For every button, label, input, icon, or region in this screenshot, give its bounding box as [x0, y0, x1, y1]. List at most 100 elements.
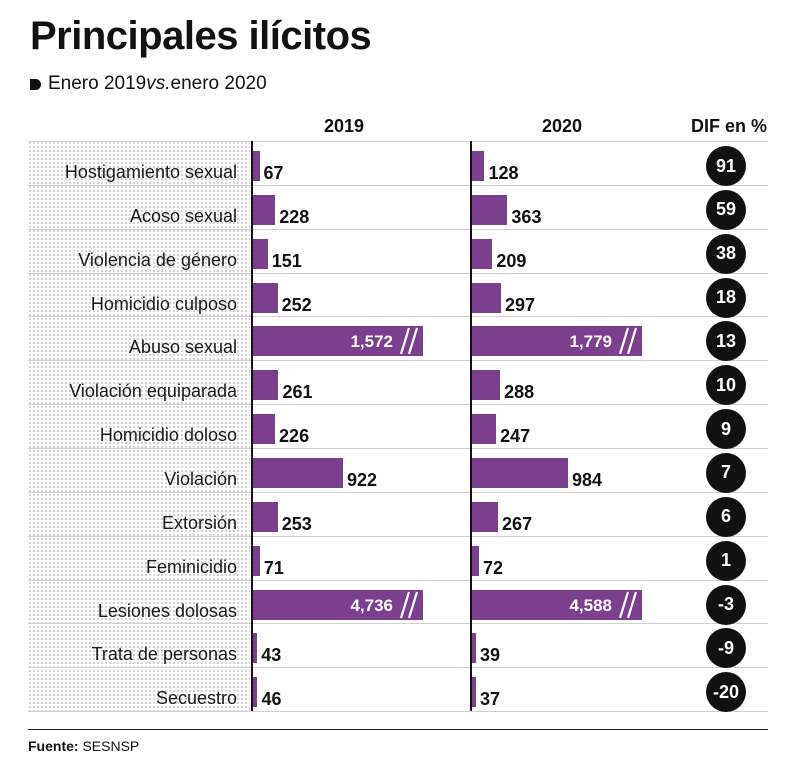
- column-header-2019: 2019: [324, 116, 365, 136]
- data-label-2020: 72: [483, 557, 504, 578]
- category-label: Feminicidio: [145, 556, 237, 577]
- dif-badge: 10: [706, 365, 746, 406]
- data-label-2019: 71: [263, 557, 284, 578]
- dif-badge: -9: [706, 628, 746, 669]
- bar-2020: [472, 589, 642, 620]
- bar-2019: [253, 589, 423, 620]
- row-divider: [28, 579, 768, 581]
- category-label: Violación equiparada: [69, 381, 237, 402]
- data-label-2019: 67: [263, 163, 284, 183]
- category-label: Extorsión: [161, 512, 237, 533]
- bullet-icon: [30, 78, 41, 90]
- row-divider: [28, 360, 768, 362]
- axis-break-icon: [618, 591, 638, 618]
- data-label-2019: 151: [271, 250, 302, 271]
- category-label: Secuestro: [155, 688, 237, 709]
- bar-2020: [472, 545, 480, 576]
- data-label-2020: 1,779: [569, 332, 612, 352]
- data-label-2019: 1,572: [350, 332, 393, 352]
- dif-badge: 38: [706, 233, 746, 274]
- category-label: Violación: [164, 468, 237, 489]
- category-label: Trata de personas: [91, 644, 237, 665]
- category-label: Homicidio doloso: [99, 425, 237, 446]
- axis-break-icon: [399, 591, 419, 618]
- dif-badge: 59: [706, 189, 746, 230]
- row-divider: [28, 272, 768, 274]
- data-label-2019: 226: [279, 426, 310, 447]
- bar-2019: [253, 151, 260, 181]
- category-label: Violencia de género: [78, 249, 237, 270]
- data-label-2020: 297: [504, 294, 536, 315]
- row-divider: [28, 491, 768, 493]
- data-label-2020: 288: [504, 382, 535, 403]
- bar-2019: [253, 194, 276, 225]
- bar-2019: [253, 677, 258, 708]
- row-divider: [28, 228, 768, 230]
- axis-break-icon: [618, 328, 638, 355]
- bar-2020: [472, 501, 499, 532]
- data-label-2020: 267: [502, 513, 533, 534]
- source-label: Fuente:: [28, 738, 79, 754]
- row-divider: [28, 141, 768, 142]
- bar-2019: [253, 282, 278, 313]
- bar-2020: [472, 326, 642, 357]
- dif-badge: 18: [706, 277, 746, 318]
- bar-2020: [472, 414, 497, 445]
- bar-2020: [472, 282, 501, 313]
- bar-2019: [253, 501, 278, 532]
- bar-2020: [472, 677, 476, 708]
- data-label-2020: 37: [480, 689, 501, 710]
- data-label-2019: 43: [261, 645, 282, 666]
- chart-title: Principales ilícitos: [30, 14, 372, 58]
- dif-badge: 91: [706, 146, 746, 186]
- data-label-2020: 39: [480, 645, 501, 666]
- dif-badge: 9: [706, 409, 746, 450]
- axis-break-icon: [399, 328, 419, 355]
- dif-badge: 13: [706, 321, 746, 362]
- category-label: Acoso sexual: [129, 205, 237, 226]
- bar-2019: [253, 370, 279, 401]
- dif-badge: 1: [706, 540, 746, 581]
- data-label-2020: 363: [511, 206, 542, 227]
- dif-badge: -3: [706, 584, 746, 625]
- chart-subtitle: Enero 2019 vs. enero 2020: [30, 72, 267, 96]
- category-label: Hostigamiento sexual: [64, 162, 237, 182]
- data-label-2020: 4,588: [569, 595, 612, 615]
- row-divider: [28, 667, 768, 669]
- data-label-2020: 247: [500, 426, 531, 447]
- bar-2019: [253, 633, 258, 664]
- bar-2020: [472, 633, 476, 664]
- footer-divider: [28, 729, 768, 730]
- bar-2019: [253, 238, 268, 269]
- category-label: Abuso sexual: [128, 337, 237, 358]
- axis-line-2020: [470, 141, 472, 711]
- bar-2019: [253, 457, 343, 488]
- category-label: Homicidio culposo: [90, 293, 237, 314]
- row-divider: [28, 404, 768, 406]
- dotted-label-background: [28, 141, 250, 711]
- data-label-2019: 46: [261, 689, 282, 710]
- data-label-2019: 4,736: [350, 595, 393, 615]
- data-label-2020: 128: [488, 163, 519, 183]
- row-divider: [28, 623, 768, 625]
- data-label-2019: 253: [281, 513, 312, 534]
- row-divider: [28, 184, 768, 186]
- bar-2019: [253, 545, 260, 576]
- bar-2019: [253, 414, 276, 445]
- bar-2020: [472, 238, 493, 269]
- column-header-2020: 2020: [542, 116, 583, 136]
- data-label-2020: 209: [496, 250, 527, 271]
- dif-badge: 7: [706, 452, 746, 493]
- data-label-2019: 228: [279, 206, 310, 227]
- row-divider: [28, 316, 768, 318]
- axis-line-2019: [251, 141, 253, 711]
- dif-badge: 6: [706, 496, 746, 537]
- bar-2020: [472, 151, 485, 181]
- row-divider: [28, 711, 768, 713]
- column-header-dif: DIF en %: [691, 116, 768, 136]
- bar-2019: [253, 326, 423, 357]
- source-note: Fuente: SESNSP: [28, 736, 139, 756]
- subtitle-prefix: Enero 2019: [48, 73, 147, 94]
- subtitle-vs: vs.: [146, 73, 171, 94]
- bar-2020: [472, 370, 501, 401]
